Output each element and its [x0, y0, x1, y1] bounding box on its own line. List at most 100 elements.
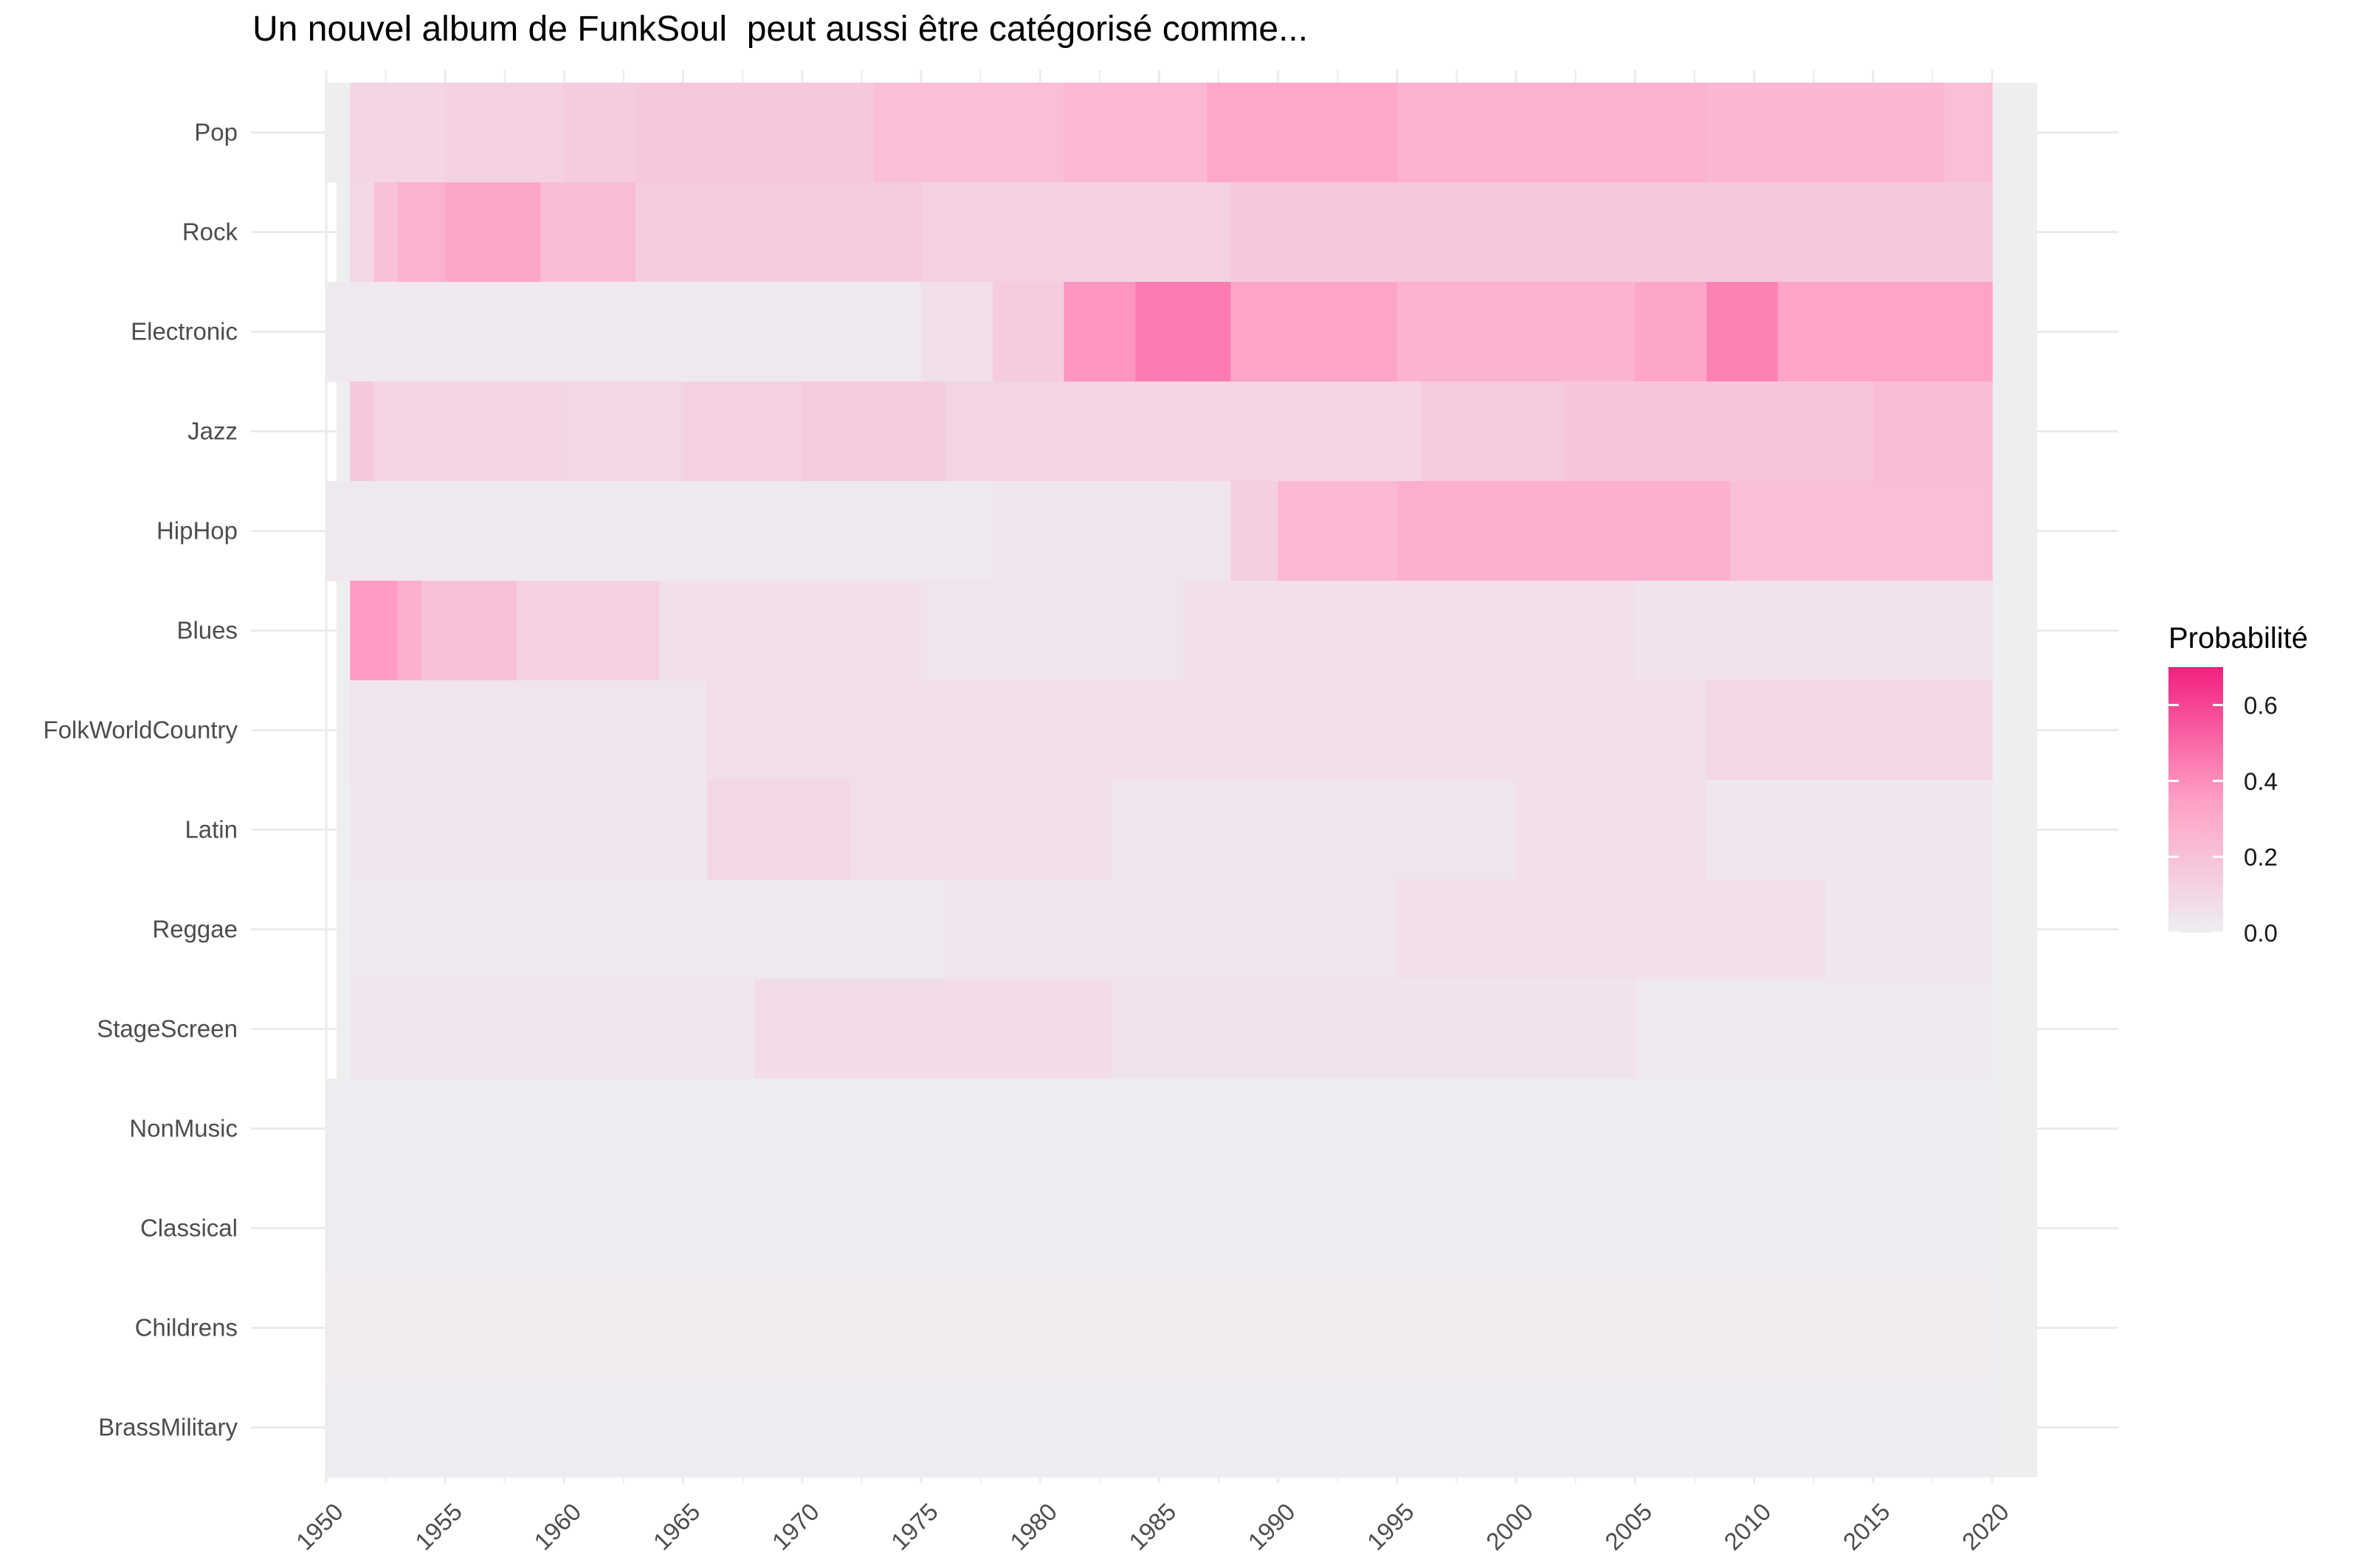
heatmap-cell	[683, 381, 803, 482]
x-tick-label: 1955	[410, 1498, 467, 1555]
heatmap-cell	[1944, 83, 1993, 183]
x-axis-labels: 1950 1955 1960 1965 1970 1975 1980 1985 1990 1995…	[291, 1498, 2014, 1555]
heatmap-cell	[1396, 83, 1707, 183]
heatmap-cell	[350, 581, 399, 681]
heatmap-cell	[1230, 282, 1398, 382]
heatmap-cell	[373, 381, 565, 482]
x-tick-label: 1965	[647, 1498, 705, 1555]
heatmap-cell	[921, 581, 1184, 681]
heatmap-cell	[350, 880, 756, 980]
x-tick-label: 1960	[528, 1498, 586, 1555]
legend-tick-label: 0.6	[2244, 691, 2278, 719]
heatmap-cell	[1182, 381, 1422, 482]
y-tick-label: Pop	[194, 119, 238, 146]
heatmap-cells	[326, 83, 1993, 1478]
y-tick-label: Jazz	[187, 418, 238, 445]
y-tick-label: BrassMilitary	[98, 1414, 238, 1441]
heatmap-cell	[1873, 381, 1993, 482]
heatmap-cell	[373, 182, 399, 283]
heatmap-cell	[802, 381, 946, 482]
heatmap-cell	[350, 979, 756, 1080]
heatmap-cell	[326, 83, 351, 183]
heatmap-cell	[1182, 581, 1636, 681]
legend-title: Probabilité	[2168, 622, 2308, 655]
heatmap-cell	[1230, 481, 1279, 581]
heatmap-cell	[350, 780, 708, 880]
heatmap-cell	[1230, 182, 1993, 283]
heatmap-cell	[350, 182, 375, 283]
heatmap-cell	[1112, 780, 1517, 880]
x-tick-label: 1985	[1123, 1498, 1181, 1555]
heatmap-cell	[1635, 282, 1707, 382]
heatmap-cell	[754, 979, 1112, 1080]
x-tick-label: 2015	[1838, 1498, 1895, 1555]
heatmap-cell	[326, 282, 922, 382]
heatmap-cell	[1635, 581, 1993, 681]
heatmap-cell	[706, 780, 851, 880]
legend-colorbar	[2168, 667, 2223, 933]
heatmap-cell	[921, 182, 1232, 283]
heatmap-cell	[1064, 83, 1207, 183]
legend-tick-label: 0.2	[2244, 843, 2278, 871]
y-tick-label: HipHop	[156, 517, 238, 545]
legend-tick-label: 0.0	[2244, 919, 2278, 947]
heatmap-cell	[754, 182, 922, 283]
x-tick-label: 1995	[1362, 1498, 1419, 1555]
heatmap-cell	[1706, 680, 1993, 781]
heatmap-cell	[1396, 880, 1827, 980]
heatmap-cell	[1112, 979, 1636, 1080]
heatmap-cell	[540, 182, 636, 283]
heatmap-cell	[1396, 282, 1636, 382]
heatmap-cell	[564, 381, 684, 482]
y-tick-label: Classical	[140, 1215, 238, 1242]
heatmap-cell	[445, 182, 541, 283]
y-tick-label: Childrens	[135, 1314, 238, 1341]
heatmap-cell	[1706, 282, 1779, 382]
heatmap-cell	[397, 581, 422, 681]
y-tick-label: StageScreen	[97, 1015, 238, 1043]
legend-tick-label: 0.4	[2244, 767, 2278, 795]
y-tick-label: Reggae	[152, 916, 238, 943]
x-tick-label: 2020	[1957, 1498, 2014, 1555]
heatmap-cell	[326, 1079, 1993, 1179]
heatmap-cell	[564, 83, 636, 183]
heatmap-cell	[873, 83, 1065, 183]
heatmap-cell	[945, 381, 1184, 482]
y-tick-label: Blues	[176, 617, 238, 644]
heatmap-cell	[992, 282, 1065, 382]
y-tick-label: FolkWorldCountry	[44, 716, 238, 744]
heatmap-cell	[659, 581, 922, 681]
heatmap-cell	[1706, 83, 1946, 183]
y-tick-label: NonMusic	[129, 1115, 238, 1142]
x-tick-label: 1980	[1005, 1498, 1062, 1555]
x-tick-label: 1975	[886, 1498, 943, 1555]
x-tick-label: 2010	[1718, 1498, 1776, 1555]
heatmap-cell	[516, 581, 661, 681]
heatmap-cell	[326, 1378, 1993, 1478]
legend: Probabilité 0.0 0.2 0.4 0.6	[2168, 622, 2308, 947]
heatmap-cell	[945, 880, 1398, 980]
y-axis-labels: Pop Rock Electronic Jazz HipHop Blues FolkWorl…	[44, 119, 238, 1441]
heatmap-cell	[1635, 979, 1993, 1080]
heatmap-cell	[1563, 381, 1874, 482]
heatmap-cell	[1777, 282, 1993, 382]
heatmap-cell	[754, 880, 946, 980]
heatmap-cell	[1421, 381, 1565, 482]
heatmap-cell	[1135, 282, 1232, 382]
heatmap-cell	[1206, 83, 1398, 183]
x-tick-label: 1970	[767, 1498, 824, 1555]
heatmap-cell	[350, 680, 708, 781]
x-tick-label: 1950	[291, 1498, 348, 1555]
heatmap-cell	[326, 481, 993, 581]
x-tick-label: 2005	[1599, 1498, 1657, 1555]
heatmap-cell	[326, 1278, 1993, 1378]
heatmap-cell	[635, 83, 875, 183]
y-tick-label: Electronic	[131, 318, 238, 345]
x-tick-label: 2000	[1481, 1498, 1538, 1555]
y-tick-label: Rock	[182, 218, 238, 246]
heatmap-cell	[1064, 282, 1137, 382]
heatmap-cell	[921, 282, 993, 382]
heatmap-cell	[1516, 780, 1707, 880]
heatmap-cell	[445, 83, 565, 183]
